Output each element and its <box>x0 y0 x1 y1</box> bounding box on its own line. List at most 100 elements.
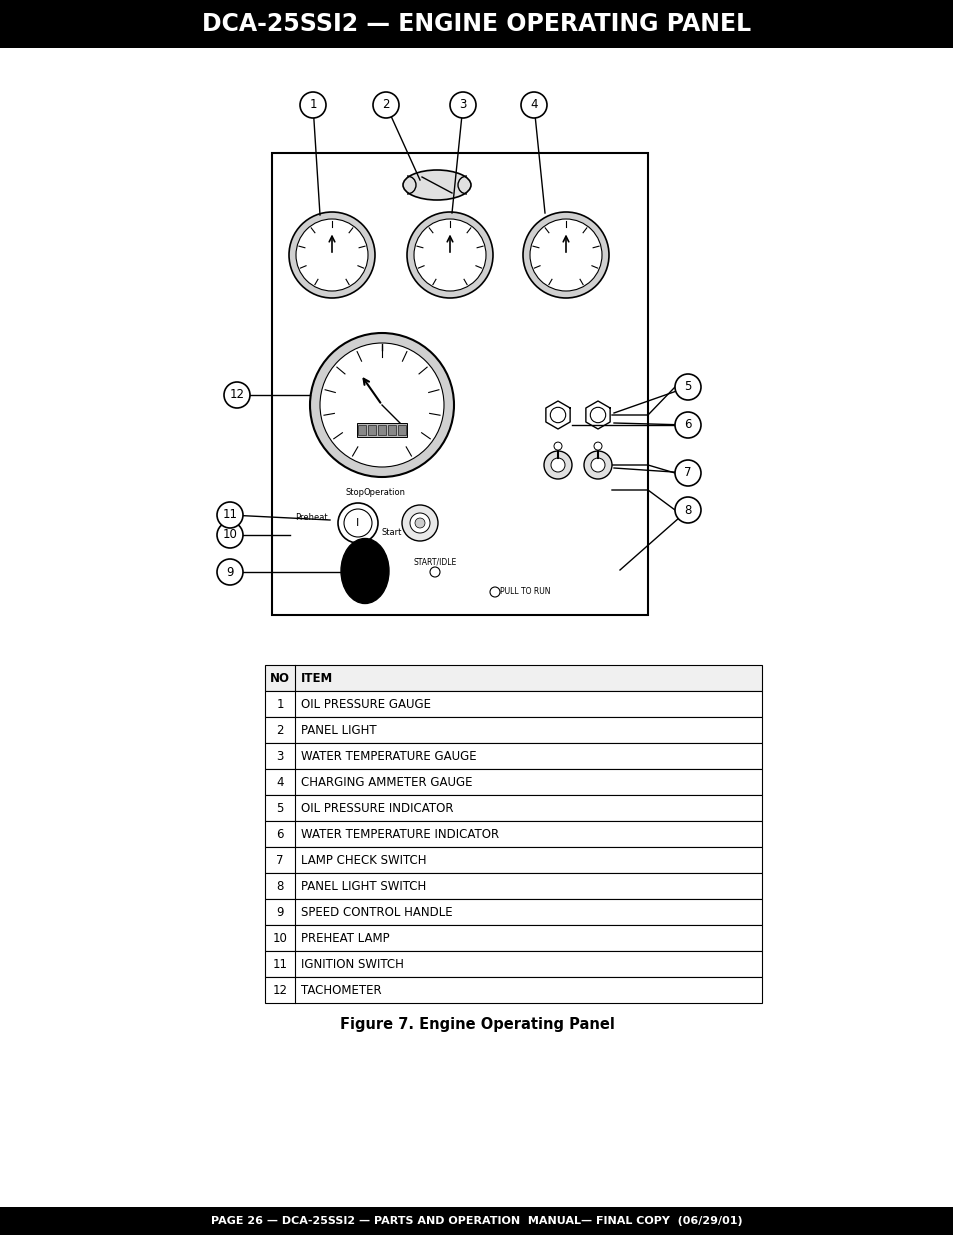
Circle shape <box>543 451 572 479</box>
Text: Operation: Operation <box>364 488 406 496</box>
Circle shape <box>583 451 612 479</box>
Text: 11: 11 <box>222 509 237 521</box>
Bar <box>265 899 761 925</box>
Bar <box>357 425 366 435</box>
Bar <box>265 692 761 718</box>
Text: SPEED CONTROL HANDLE: SPEED CONTROL HANDLE <box>301 905 452 919</box>
Text: PANEL LIGHT: PANEL LIGHT <box>301 724 376 736</box>
Bar <box>272 153 647 615</box>
Bar <box>265 925 761 951</box>
Circle shape <box>216 501 243 529</box>
Circle shape <box>675 374 700 400</box>
Bar <box>265 795 761 821</box>
Text: Start: Start <box>381 529 402 537</box>
Circle shape <box>289 212 375 298</box>
Circle shape <box>450 91 476 119</box>
Circle shape <box>401 505 437 541</box>
Circle shape <box>310 333 454 477</box>
Circle shape <box>675 496 700 522</box>
Text: 7: 7 <box>276 853 283 867</box>
Circle shape <box>407 212 493 298</box>
Circle shape <box>530 219 601 291</box>
Text: 4: 4 <box>530 99 537 111</box>
Circle shape <box>373 91 398 119</box>
Text: LAMP CHECK SWITCH: LAMP CHECK SWITCH <box>301 853 426 867</box>
Text: 8: 8 <box>683 504 691 516</box>
Text: PAGE 26 — DCA-25SSI2 — PARTS AND OPERATION  MANUAL— FINAL COPY  (06/29/01): PAGE 26 — DCA-25SSI2 — PARTS AND OPERATI… <box>211 1216 742 1226</box>
Circle shape <box>522 212 608 298</box>
Bar <box>265 847 761 873</box>
Text: 3: 3 <box>276 750 283 762</box>
Text: 5: 5 <box>683 380 691 394</box>
Text: 7: 7 <box>683 467 691 479</box>
Text: 1: 1 <box>276 698 283 710</box>
Text: Figure 7. Engine Operating Panel: Figure 7. Engine Operating Panel <box>339 1018 614 1032</box>
Bar <box>265 873 761 899</box>
Bar <box>356 424 407 437</box>
Circle shape <box>415 517 424 529</box>
Bar <box>265 977 761 1003</box>
Circle shape <box>299 91 326 119</box>
Bar <box>265 664 761 692</box>
Bar <box>0 1207 953 1235</box>
Circle shape <box>295 219 368 291</box>
Bar <box>397 425 406 435</box>
Circle shape <box>490 587 499 597</box>
Text: WATER TEMPERATURE INDICATOR: WATER TEMPERATURE INDICATOR <box>301 827 498 841</box>
Text: PREHEAT LAMP: PREHEAT LAMP <box>301 931 389 945</box>
Text: WATER TEMPERATURE GAUGE: WATER TEMPERATURE GAUGE <box>301 750 476 762</box>
Bar <box>377 425 386 435</box>
Text: 10: 10 <box>222 529 237 541</box>
Ellipse shape <box>340 538 389 604</box>
Circle shape <box>550 408 565 422</box>
Text: 3: 3 <box>458 99 466 111</box>
Circle shape <box>520 91 546 119</box>
Text: ITEM: ITEM <box>301 672 333 684</box>
Text: 9: 9 <box>226 566 233 578</box>
Text: OIL PRESSURE GAUGE: OIL PRESSURE GAUGE <box>301 698 431 710</box>
Text: NO: NO <box>270 672 290 684</box>
Text: 2: 2 <box>276 724 283 736</box>
Bar <box>265 821 761 847</box>
Circle shape <box>224 382 250 408</box>
Circle shape <box>430 567 439 577</box>
Text: 12: 12 <box>230 389 244 401</box>
Circle shape <box>594 442 601 450</box>
Text: START/IDLE: START/IDLE <box>413 557 456 567</box>
Text: 9: 9 <box>276 905 283 919</box>
Text: 1: 1 <box>309 99 316 111</box>
Text: CHARGING AMMETER GAUGE: CHARGING AMMETER GAUGE <box>301 776 472 788</box>
Text: DCA-25SSI2 — ENGINE OPERATING PANEL: DCA-25SSI2 — ENGINE OPERATING PANEL <box>202 12 751 36</box>
Text: 6: 6 <box>683 419 691 431</box>
Bar <box>265 769 761 795</box>
Circle shape <box>216 559 243 585</box>
Circle shape <box>337 503 377 543</box>
Text: I: I <box>356 517 359 529</box>
Text: Stop: Stop <box>345 488 364 496</box>
Circle shape <box>216 522 243 548</box>
Bar <box>368 425 375 435</box>
Bar <box>265 951 761 977</box>
Circle shape <box>551 458 564 472</box>
Ellipse shape <box>402 170 471 200</box>
Text: 6: 6 <box>276 827 283 841</box>
Bar <box>265 718 761 743</box>
Text: 10: 10 <box>273 931 287 945</box>
Text: IGNITION SWITCH: IGNITION SWITCH <box>301 957 403 971</box>
Circle shape <box>675 412 700 438</box>
Circle shape <box>554 442 561 450</box>
Text: TACHOMETER: TACHOMETER <box>301 983 381 997</box>
Text: PANEL LIGHT SWITCH: PANEL LIGHT SWITCH <box>301 879 426 893</box>
Text: Preheat: Preheat <box>295 514 328 522</box>
Bar <box>265 743 761 769</box>
Text: PULL TO RUN: PULL TO RUN <box>499 588 550 597</box>
Circle shape <box>590 458 604 472</box>
Text: 11: 11 <box>273 957 287 971</box>
Text: 12: 12 <box>273 983 287 997</box>
Text: OIL PRESSURE INDICATOR: OIL PRESSURE INDICATOR <box>301 802 453 815</box>
Circle shape <box>344 509 372 537</box>
Circle shape <box>675 459 700 487</box>
Circle shape <box>410 513 430 534</box>
Text: 2: 2 <box>382 99 390 111</box>
Circle shape <box>590 408 605 422</box>
